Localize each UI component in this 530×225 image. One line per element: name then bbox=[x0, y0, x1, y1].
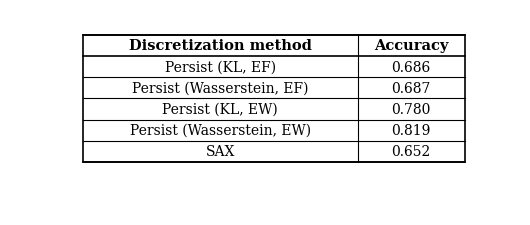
Text: 0.780: 0.780 bbox=[392, 102, 431, 116]
Text: 0.687: 0.687 bbox=[392, 81, 431, 95]
Text: Persist (Wasserstein, EW): Persist (Wasserstein, EW) bbox=[130, 124, 311, 137]
Text: Persist (Wasserstein, EF): Persist (Wasserstein, EF) bbox=[132, 81, 308, 95]
Text: Persist (KL, EW): Persist (KL, EW) bbox=[162, 102, 278, 116]
Text: 0.686: 0.686 bbox=[392, 60, 431, 74]
Text: SAX: SAX bbox=[206, 145, 235, 159]
Text: 0.652: 0.652 bbox=[392, 145, 431, 159]
Text: Accuracy: Accuracy bbox=[374, 39, 448, 53]
Text: Persist (KL, EF): Persist (KL, EF) bbox=[165, 60, 276, 74]
Text: 0.819: 0.819 bbox=[392, 124, 431, 137]
Text: Discretization method: Discretization method bbox=[129, 39, 312, 53]
